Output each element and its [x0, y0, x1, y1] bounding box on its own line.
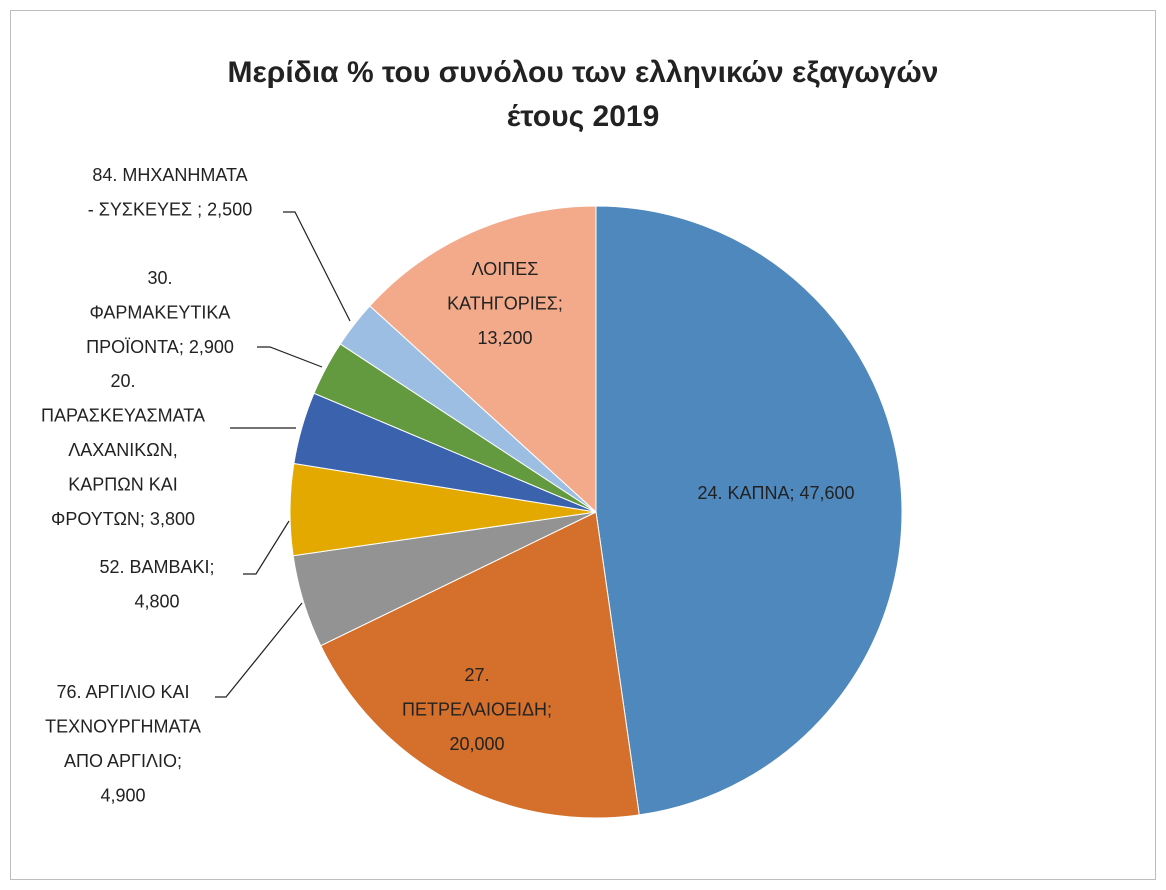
data-label: 20. ΠΑΡΑΣΚΕΥΑΣΜΑΤΑ ΛΑΧΑΝΙΚΩΝ, ΚΑΡΠΩΝ ΚΑΙ ΦΡΟ…	[41, 371, 205, 529]
chart-title: Μερίδια % του συνόλου των ελληνικών εξαγ…	[228, 56, 939, 133]
data-label: 24. ΚΑΠΝΑ; 47,600	[697, 483, 854, 503]
leader-line	[215, 602, 303, 698]
leader-line	[243, 520, 290, 575]
leader-line	[257, 346, 323, 368]
data-label: 52. ΒΑΜΒΑΚΙ; 4,800	[99, 557, 214, 612]
pie-slice	[320, 511, 640, 819]
pie-slice	[595, 205, 903, 816]
leader-line	[283, 211, 351, 322]
data-label: 27. ΠΕΤΡΕΛΑΙΟΕΙΔΗ; 20,000	[402, 665, 552, 754]
pie-slice	[369, 205, 597, 514]
data-label: 76. ΑΡΓΙΛΙΟ ΚΑΙ ΤΕΧΝΟΥΡΓΗΜΑΤΑ ΑΠΟ ΑΡΓΙΛΙΟ;…	[45, 682, 201, 806]
data-label: ΛΟΙΠΕΣ ΚΑΤΗΓΟΡΙΕΣ; 13,200	[447, 259, 563, 348]
data-label: 30. ΦΑΡΜΑΚΕΥΤΙΚΑ ΠΡΟΪΟΝΤΑ; 2,900	[86, 268, 234, 357]
data-label: 84. ΜΗΧΑΝΗΜΑΤΑ - ΣΥΣΚΕΥΕΣ ; 2,500	[88, 165, 252, 220]
